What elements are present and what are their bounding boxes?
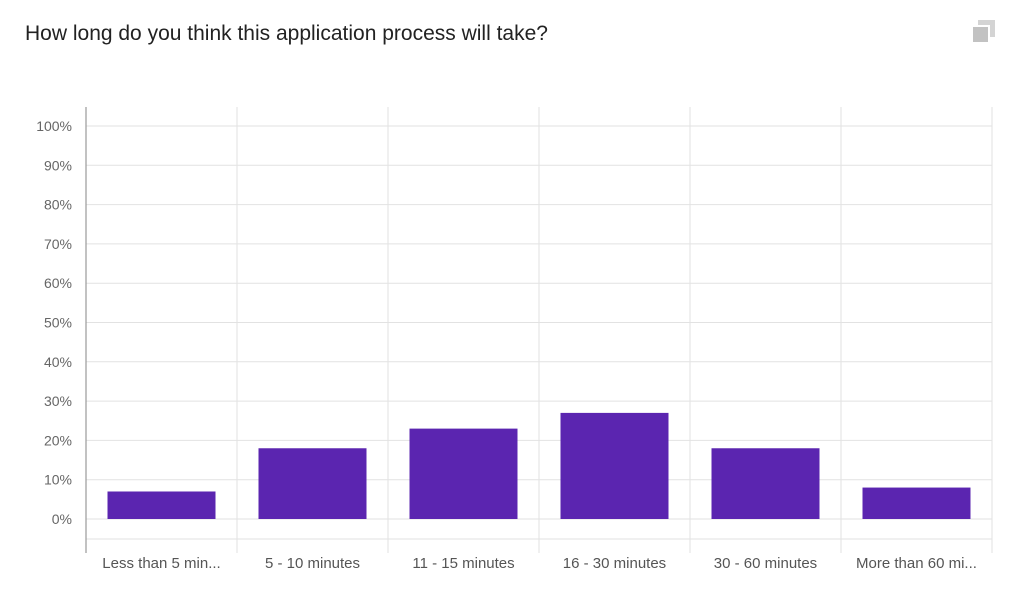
y-tick-label: 70% (44, 236, 72, 252)
y-tick-label: 60% (44, 275, 72, 291)
x-axis-category-labels: Less than 5 min... 5 - 10 minutes 11 - 15 … (102, 555, 977, 572)
y-axis-tick-labels: 0% 10% 20% 30% 40% 50% 60% 70% 80% 90% 100% (36, 118, 72, 527)
y-tick-label: 30% (44, 393, 72, 409)
survey-question-title: How long do you think this application p… (25, 22, 548, 45)
copy-icon[interactable] (970, 20, 998, 46)
y-tick-label: 20% (44, 432, 72, 448)
y-tick-label: 10% (44, 472, 72, 488)
x-category-label: 5 - 10 minutes (265, 555, 360, 572)
bar[interactable] (409, 428, 518, 519)
x-category-label: 30 - 60 minutes (714, 555, 817, 572)
bars (107, 412, 971, 519)
y-tick-label: 40% (44, 354, 72, 370)
y-tick-label: 80% (44, 197, 72, 213)
y-tick-label: 90% (44, 157, 72, 173)
x-category-label: 16 - 30 minutes (563, 555, 666, 572)
bar[interactable] (711, 448, 820, 519)
x-category-label: More than 60 mi... (856, 555, 977, 572)
bar[interactable] (258, 448, 367, 519)
x-category-label: Less than 5 min... (102, 555, 220, 572)
grid-lines (85, 107, 993, 553)
bar[interactable] (560, 412, 669, 519)
bar[interactable] (862, 487, 971, 519)
x-category-label: 11 - 15 minutes (412, 555, 514, 572)
y-tick-label: 0% (52, 511, 72, 527)
y-tick-label: 50% (44, 315, 72, 331)
y-tick-label: 100% (36, 118, 72, 134)
bar[interactable] (107, 491, 216, 519)
